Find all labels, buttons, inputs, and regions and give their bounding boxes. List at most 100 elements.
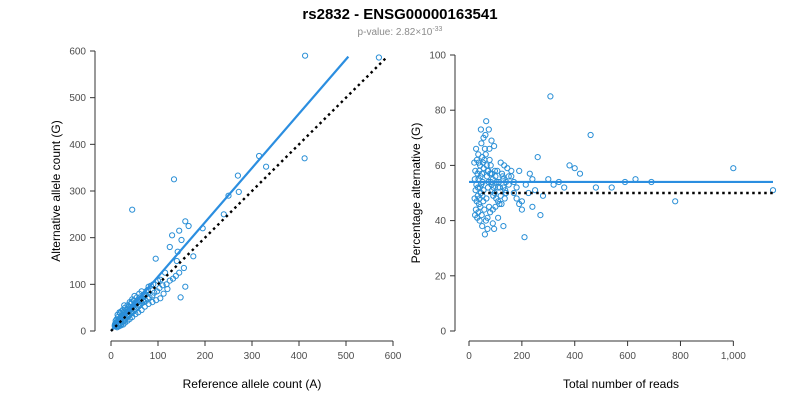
data-point: [479, 223, 486, 230]
data-point: [537, 212, 544, 219]
data-point: [473, 145, 480, 152]
x-tick-label: 800: [672, 351, 689, 362]
data-point: [513, 184, 520, 191]
data-point: [769, 187, 777, 194]
data-point: [120, 321, 127, 328]
x-tick-label: 200: [514, 351, 531, 362]
data-point: [499, 173, 506, 180]
data-point: [482, 151, 489, 158]
data-point: [375, 54, 382, 61]
data-point: [180, 264, 187, 272]
data-point: [159, 282, 166, 289]
subtitle-exponent: -33: [432, 26, 442, 33]
data-point: [472, 212, 479, 219]
data-point: [182, 283, 189, 290]
data-point: [672, 198, 679, 205]
x-tick-label: 500: [338, 351, 355, 362]
data-point: [471, 195, 478, 202]
data-point: [488, 137, 495, 144]
data-point: [510, 189, 518, 197]
data-point: [182, 218, 189, 225]
data-point: [152, 255, 159, 262]
y-tick-label: 60: [435, 161, 447, 172]
y-tick-label: 600: [69, 47, 86, 58]
data-point: [169, 232, 176, 239]
x-tick-label: 0: [108, 351, 114, 362]
data-point: [166, 277, 173, 284]
subtitle-prefix: p-value: 2.82×10: [358, 27, 433, 38]
x-tick-label: 400: [566, 351, 583, 362]
x-tick-label: 1,000: [721, 351, 746, 362]
data-point: [173, 257, 180, 265]
data-point: [494, 167, 501, 174]
data-point: [547, 93, 554, 100]
data-point: [730, 165, 737, 172]
data-point: [498, 200, 505, 208]
data-point: [484, 214, 491, 221]
data-point: [491, 143, 498, 150]
data-point: [475, 151, 482, 158]
data-point: [587, 131, 594, 139]
data-point: [492, 203, 499, 210]
data-point: [496, 184, 503, 191]
data-point: [302, 52, 309, 59]
data-point: [157, 295, 164, 302]
data-point: [263, 163, 270, 170]
y-tick-label: 500: [69, 93, 86, 104]
data-point: [177, 294, 184, 301]
data-point: [491, 225, 498, 232]
data-point: [526, 170, 533, 177]
data-point: [592, 184, 600, 191]
y-tick-label: 0: [80, 327, 86, 338]
data-point: [176, 269, 183, 276]
data-point: [532, 187, 539, 194]
data-point: [495, 214, 502, 221]
x-axis-title: Reference allele count (A): [183, 377, 322, 391]
data-point: [129, 206, 136, 213]
x-tick-label: 200: [197, 351, 214, 362]
data-point: [481, 156, 488, 163]
y-tick-label: 20: [435, 271, 447, 282]
data-point: [566, 162, 573, 169]
data-point: [608, 184, 615, 191]
data-point: [160, 290, 167, 297]
y-tick-label: 100: [429, 51, 446, 62]
data-point: [471, 159, 478, 166]
data-point: [498, 170, 506, 177]
data-point: [571, 165, 578, 172]
x-tick-label: 100: [150, 351, 167, 362]
x-tick-label: 300: [244, 351, 261, 362]
data-point: [486, 145, 493, 152]
data-point: [500, 223, 507, 230]
data-point: [472, 167, 479, 174]
data-point: [234, 172, 241, 179]
reference-line: [110, 57, 387, 332]
data-point: [301, 155, 308, 162]
data-point: [172, 272, 179, 279]
data-point: [485, 126, 492, 133]
y-tick-label: 400: [69, 140, 86, 151]
data-point: [521, 234, 528, 241]
data-point: [491, 189, 498, 197]
chart-subtitle: p-value: 2.82×10-33: [358, 26, 443, 38]
x-tick-label: 600: [385, 351, 402, 362]
data-point: [488, 170, 496, 177]
data-point: [151, 289, 158, 296]
data-point: [128, 299, 135, 306]
y-tick-label: 80: [435, 106, 447, 117]
y-tick-label: 200: [69, 233, 86, 244]
data-point: [235, 188, 242, 195]
y-tick-label: 0: [440, 327, 446, 338]
data-point: [486, 156, 493, 163]
data-point: [576, 170, 584, 177]
data-point: [518, 206, 526, 213]
y-tick-label: 40: [435, 216, 447, 227]
data-point: [476, 217, 483, 224]
data-point: [477, 126, 484, 133]
data-point: [480, 134, 487, 141]
data-point: [508, 167, 515, 174]
data-point: [497, 159, 504, 166]
data-point: [483, 118, 490, 125]
data-point: [138, 306, 145, 314]
